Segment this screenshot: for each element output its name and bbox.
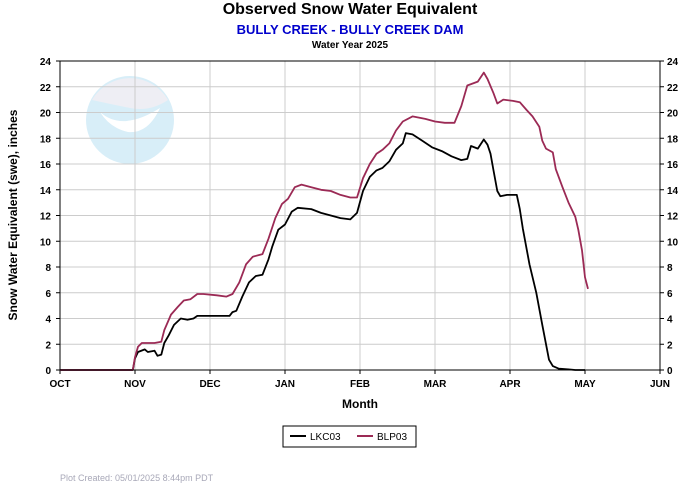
y-tick-label-right-14: 14	[667, 186, 679, 197]
y-tick-label-left-6: 6	[45, 289, 51, 300]
y-tick-label-left-20: 20	[40, 109, 52, 120]
y-tick-label-right-6: 6	[667, 289, 673, 300]
x-tick-label-dec: DEC	[199, 379, 220, 390]
y-tick-label-right-16: 16	[667, 160, 679, 171]
y-axis-title: Snow Water Equivalent (swe), inches	[6, 109, 20, 320]
y-tick-label-right-12: 12	[667, 212, 679, 223]
y-tick-label-right-18: 18	[667, 134, 679, 145]
legend-label-lkc03: LKC03	[310, 432, 341, 443]
y-tick-label-left-2: 2	[45, 340, 51, 351]
legend-box	[282, 425, 417, 448]
y-tick-label-right-10: 10	[667, 237, 679, 248]
y-tick-label-left-4: 4	[45, 315, 51, 326]
y-tick-label-right-0: 0	[667, 366, 673, 377]
x-tick-label-jun: JUN	[650, 379, 670, 390]
x-tick-label-jan: JAN	[275, 379, 295, 390]
y-tick-label-left-14: 14	[40, 186, 52, 197]
legend: LKC03 BLP03	[282, 425, 417, 448]
y-tick-label-left-0: 0	[45, 366, 51, 377]
y-tick-label-right-2: 2	[667, 340, 673, 351]
x-axis-title: Month	[342, 397, 378, 411]
water-year-label: Water Year 2025	[311, 40, 389, 51]
x-tick-label-mar: MAR	[424, 379, 448, 390]
y-tick-label-right-24: 24	[667, 57, 679, 68]
y-tick-label-left-18: 18	[40, 134, 52, 145]
series-line-lkc03	[60, 132, 585, 371]
y-tick-label-left-10: 10	[40, 237, 52, 248]
legend-label-blp03: BLP03	[377, 432, 407, 443]
station-subtitle: BULLY CREEK - BULLY CREEK DAM	[236, 22, 464, 37]
x-tick-label-feb: FEB	[350, 379, 370, 390]
x-tick-label-may: MAY	[574, 379, 596, 390]
y-tick-label-right-4: 4	[667, 315, 673, 326]
y-tick-label-right-8: 8	[667, 263, 673, 274]
series-lines	[60, 71, 589, 371]
chart-title: Observed Snow Water Equivalent	[222, 1, 478, 18]
y-tick-label-left-12: 12	[40, 212, 52, 223]
x-tick-label-nov: NOV	[124, 379, 146, 390]
x-tick-label-oct: OCT	[49, 379, 70, 390]
noaa-logo	[86, 76, 174, 164]
y-tick-label-left-24: 24	[40, 57, 52, 68]
y-tick-label-left-16: 16	[40, 160, 52, 171]
y-tick-label-left-22: 22	[40, 83, 52, 94]
plot-created-footer: Plot Created: 05/01/2025 8:44pm PDT	[60, 473, 214, 483]
y-tick-label-right-20: 20	[667, 109, 679, 120]
y-tick-label-left-8: 8	[45, 263, 51, 274]
y-tick-label-right-22: 22	[667, 83, 679, 94]
series-line-blp03	[60, 71, 589, 371]
x-tick-label-apr: APR	[499, 379, 521, 390]
plot-frame	[59, 60, 661, 371]
